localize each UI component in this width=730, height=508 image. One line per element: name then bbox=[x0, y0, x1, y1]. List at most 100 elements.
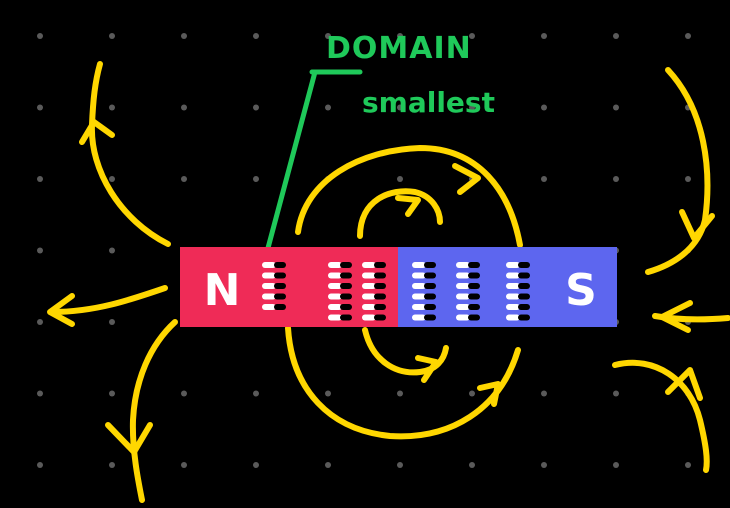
grid-dot bbox=[613, 33, 619, 39]
field-line-left bbox=[49, 285, 168, 315]
south-pole-label: S bbox=[565, 265, 597, 316]
domain-north-end bbox=[456, 304, 470, 310]
domain-north-end bbox=[412, 293, 426, 300]
domain-north-end bbox=[328, 304, 342, 310]
domain-south-end bbox=[424, 293, 436, 300]
domain-north-end bbox=[262, 293, 276, 300]
domain-north-end bbox=[328, 262, 342, 268]
grid-dot bbox=[325, 462, 331, 468]
domain-north-end bbox=[362, 314, 376, 321]
grid-dot bbox=[37, 319, 43, 325]
domain-south-end bbox=[518, 314, 530, 321]
domain-south-end bbox=[274, 262, 286, 268]
domain-north-end bbox=[412, 262, 426, 268]
field-line-large-top bbox=[295, 145, 523, 248]
domain-north-end bbox=[362, 283, 376, 289]
domain-south-end bbox=[374, 262, 386, 268]
domain-pointer-line bbox=[265, 69, 363, 251]
domain-south-end bbox=[374, 314, 386, 321]
arrow-bottom-right bbox=[665, 367, 703, 401]
grid-dot bbox=[181, 390, 187, 397]
domain-south-end bbox=[518, 283, 530, 289]
grid-dot bbox=[253, 104, 259, 111]
domain-south-end bbox=[424, 283, 436, 289]
domain-north-end bbox=[456, 283, 470, 289]
domain-north-end bbox=[262, 262, 276, 268]
domain-north-end bbox=[506, 283, 520, 289]
domain-south-end bbox=[468, 283, 480, 289]
domain-south-end bbox=[468, 304, 480, 310]
domain-north-end bbox=[362, 272, 376, 279]
grid-dot bbox=[397, 390, 403, 397]
grid-dot bbox=[109, 33, 115, 39]
domain-north-end bbox=[362, 304, 376, 310]
domain-north-end bbox=[262, 272, 276, 279]
domain-south-end bbox=[518, 272, 530, 279]
arrow-right bbox=[659, 300, 693, 333]
grid-dot bbox=[37, 462, 43, 468]
grid-dot bbox=[253, 176, 259, 182]
grid-dot bbox=[469, 104, 475, 111]
domain-north-end bbox=[262, 283, 276, 289]
domain-south-end bbox=[518, 262, 530, 268]
grid-dot bbox=[325, 390, 331, 397]
domain-north-end bbox=[506, 272, 520, 279]
arrow-top-left bbox=[79, 119, 115, 145]
domain-south-end bbox=[340, 314, 352, 321]
domain-south-end bbox=[374, 304, 386, 310]
arrow-small-bottom bbox=[415, 355, 439, 383]
domain-south-end bbox=[374, 272, 386, 279]
grid-dot bbox=[37, 33, 43, 39]
domain-north-end bbox=[412, 283, 426, 289]
grid-dot bbox=[397, 33, 403, 39]
domain-south-end bbox=[424, 272, 436, 279]
domain-north-end bbox=[328, 314, 342, 321]
domain-south-end bbox=[340, 262, 352, 268]
domain-south-end bbox=[340, 272, 352, 279]
domain-subtitle: smallest bbox=[362, 86, 495, 119]
grid-dot bbox=[541, 176, 547, 182]
field-line-small-bottom bbox=[362, 327, 449, 376]
arrow-large-top bbox=[452, 163, 481, 195]
grid-dot bbox=[109, 247, 115, 254]
domain-north-end bbox=[412, 272, 426, 279]
grid-dot bbox=[109, 104, 115, 111]
grid-dot bbox=[325, 104, 331, 111]
grid-dot bbox=[37, 247, 43, 254]
domain-north-end bbox=[456, 314, 470, 321]
grid-dot bbox=[397, 104, 403, 111]
grid-dot bbox=[541, 462, 547, 468]
domain-north-end bbox=[506, 293, 520, 300]
grid-dot bbox=[541, 104, 547, 111]
grid-dot bbox=[613, 104, 619, 111]
arrow-small-top bbox=[395, 195, 421, 217]
grid-dot bbox=[685, 33, 691, 39]
grid-dot bbox=[253, 462, 259, 468]
north-pole-label: N bbox=[204, 265, 241, 316]
field-line-top-left bbox=[88, 61, 171, 247]
grid-dot bbox=[109, 319, 115, 325]
grid-dot bbox=[181, 176, 187, 182]
domain-north-end bbox=[456, 293, 470, 300]
grid-dot bbox=[397, 176, 403, 182]
grid-dot bbox=[469, 462, 475, 468]
grid-dot bbox=[469, 33, 475, 39]
grid-dot bbox=[685, 176, 691, 182]
domain-north-end bbox=[456, 272, 470, 279]
domain-north-end bbox=[456, 262, 470, 268]
grid-dot bbox=[37, 176, 43, 182]
domain-north-end bbox=[362, 293, 376, 300]
grid-dot bbox=[685, 462, 691, 468]
grid-dot bbox=[253, 390, 259, 397]
domain-south-end bbox=[274, 283, 286, 289]
domain-south-end bbox=[424, 262, 436, 268]
domain-title: DOMAIN bbox=[326, 31, 472, 66]
domain-north-end bbox=[362, 262, 376, 268]
grid-dot bbox=[37, 390, 43, 397]
domain-south-end bbox=[340, 293, 352, 300]
grid-dot bbox=[109, 390, 115, 397]
grid-dot bbox=[541, 390, 547, 397]
domain-south-end bbox=[274, 304, 286, 310]
domain-south-end bbox=[374, 293, 386, 300]
grid-dot bbox=[397, 462, 403, 468]
